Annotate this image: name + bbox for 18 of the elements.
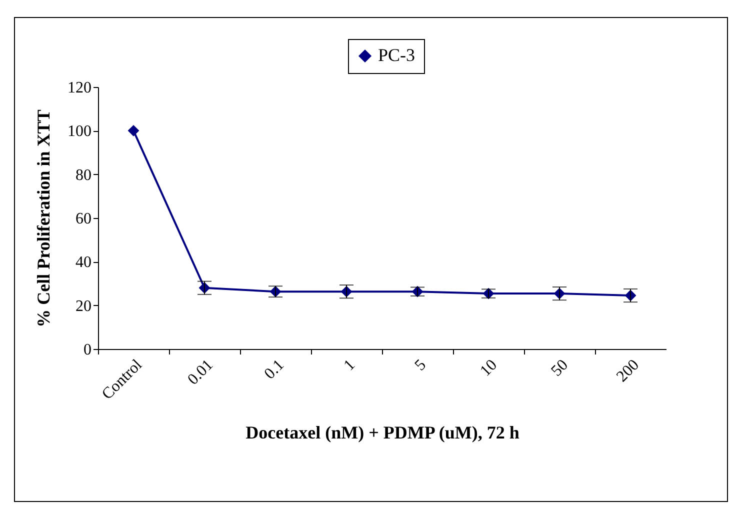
y-tick-label: 100 — [68, 123, 92, 140]
x-tick-label: 200 — [614, 356, 643, 386]
y-tick-label: 40 — [76, 254, 92, 272]
y-tick-label: 60 — [76, 210, 92, 228]
x-tick-label: 5 — [412, 356, 430, 374]
x-tick-label: 10 — [477, 356, 501, 380]
x-axis-title: Docetaxel (nM) + PDMP (uM), 72 h — [246, 422, 520, 442]
legend-label: PC-3 — [378, 45, 416, 65]
y-tick-label: 80 — [76, 166, 92, 184]
x-tick-label: 0.1 — [261, 356, 288, 383]
y-tick-label: 20 — [76, 298, 92, 315]
point — [128, 124, 140, 136]
x-tick-label: 1 — [340, 356, 359, 374]
x-tick-label: 50 — [548, 356, 572, 380]
y-tick-label: 0 — [84, 342, 92, 358]
y-axis-title: % Cell Proliferation in XTT — [34, 110, 54, 328]
y-tick-label: 120 — [68, 80, 92, 96]
x-tick-label: 0.01 — [184, 356, 217, 388]
